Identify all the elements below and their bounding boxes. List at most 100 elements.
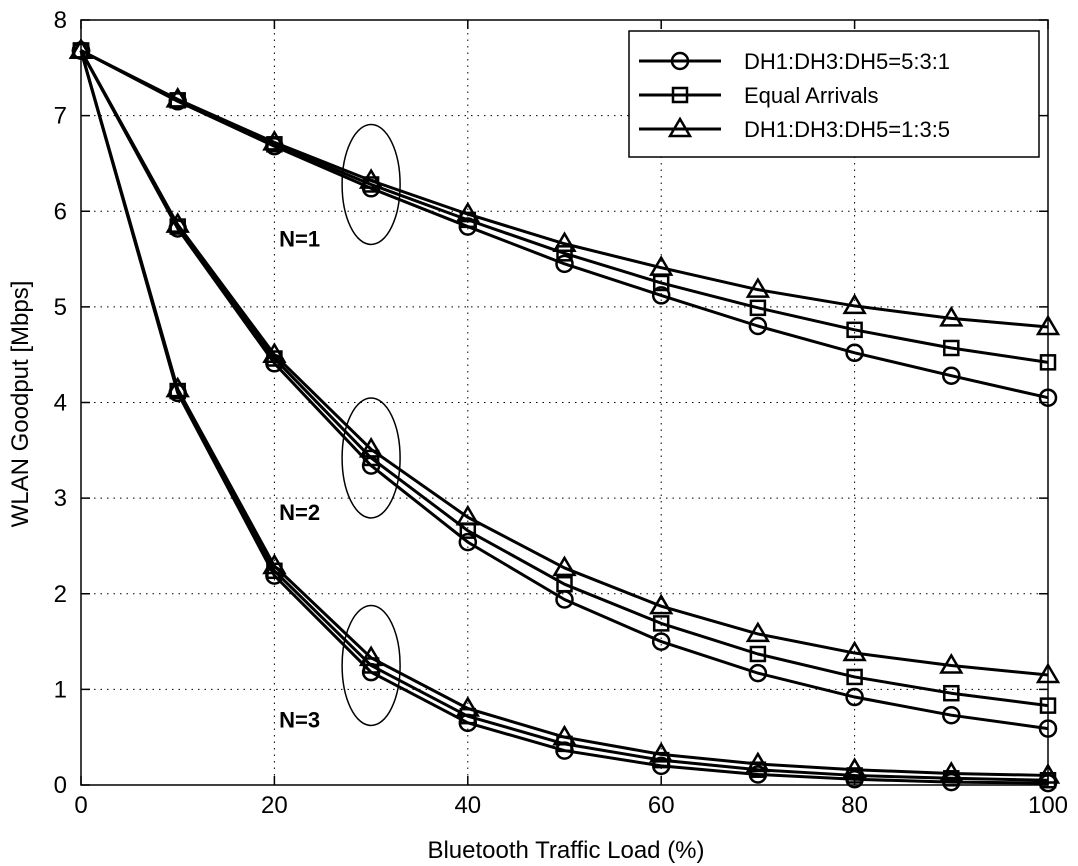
legend-label: DH1:DH3:DH5=5:3:1 (744, 49, 950, 74)
data-point-triangle (1035, 314, 1061, 336)
data-point-triangle (745, 277, 771, 298)
series-layer (68, 38, 1061, 793)
y-tick-label: 6 (54, 198, 67, 225)
data-point-triangle (842, 757, 867, 778)
data-point-triangle (1035, 762, 1061, 784)
series-square-n2 (72, 42, 1057, 714)
x-tick-label: 60 (648, 792, 675, 819)
x-tick-label: 80 (841, 792, 868, 819)
data-point-circle (1038, 719, 1058, 738)
series-line (79, 49, 1049, 731)
data-point-triangle (745, 621, 771, 643)
data-point-circle (748, 316, 768, 336)
series-triangle-n3 (68, 38, 1061, 784)
data-point-circle (458, 532, 478, 552)
legend-entry: DH1:DH3:DH5=1:3:5 (639, 116, 950, 142)
data-point-triangle (1035, 662, 1061, 684)
group-ellipse (341, 123, 401, 246)
data-point-square (749, 645, 767, 663)
axis-ticks: 0 20 40 60 80 100 0 1 2 3 4 5 6 7 8 (54, 7, 1068, 819)
data-point-square (652, 274, 670, 292)
legend-entry: DH1:DH3:DH5=5:3:1 (639, 49, 950, 74)
data-point-triangle (358, 645, 384, 667)
data-point-circle (942, 366, 961, 385)
data-point-triangle (842, 293, 867, 315)
data-point-square (652, 615, 670, 632)
data-point-circle (651, 286, 671, 305)
data-point-square (1039, 771, 1057, 789)
group-ellipse (341, 397, 401, 519)
legend-entry: Equal Arrivals (639, 83, 879, 108)
data-point-square (943, 770, 960, 787)
data-point-triangle (745, 751, 771, 773)
group-ellipse (341, 604, 401, 727)
data-point-square (749, 299, 767, 317)
y-tick-label: 2 (54, 581, 67, 608)
x-tick-label: 20 (261, 792, 288, 819)
legend-label: DH1:DH3:DH5=1:3:5 (744, 117, 950, 142)
data-point-circle (845, 343, 864, 363)
data-point-triangle (262, 342, 287, 363)
data-point-square (846, 321, 863, 339)
group-label: N=1 (279, 226, 320, 251)
data-point-triangle (262, 129, 287, 151)
data-point-triangle (552, 231, 577, 253)
x-axis-title: Bluetooth Traffic Load (%) (427, 837, 704, 864)
legend-marker-triangle (667, 116, 693, 138)
data-point-triangle (358, 436, 384, 458)
data-point-triangle (455, 201, 480, 223)
annotation-layer: N=1 N=2 N=3 (279, 123, 401, 732)
data-point-triangle (649, 593, 674, 615)
series-line (79, 49, 1049, 677)
group-label: N=3 (279, 707, 320, 732)
data-point-triangle (455, 504, 480, 526)
data-point-triangle (358, 168, 384, 189)
data-point-triangle (939, 653, 964, 674)
legend-marker-square (671, 86, 689, 104)
data-point-square (1039, 697, 1057, 714)
series-line (79, 49, 1049, 708)
data-point-triangle (649, 741, 674, 763)
series-line (79, 50, 1049, 777)
data-point-square (556, 245, 573, 262)
data-point-circle (845, 687, 864, 707)
data-point-circle (748, 663, 768, 683)
grid (81, 20, 1048, 785)
data-point-square (556, 575, 573, 593)
y-tick-label: 7 (54, 103, 67, 130)
legend-marker-circle (670, 51, 690, 71)
data-point-circle (651, 632, 671, 651)
data-point-triangle (649, 255, 674, 276)
y-tick-label: 0 (54, 772, 67, 799)
data-point-circle (555, 254, 574, 274)
y-tick-label: 1 (54, 676, 67, 703)
data-point-triangle (939, 761, 964, 782)
y-tick-label: 4 (54, 390, 67, 417)
data-point-triangle (262, 553, 287, 575)
data-point-square (1039, 354, 1057, 371)
data-point-triangle (165, 86, 190, 108)
data-point-triangle (165, 212, 190, 233)
data-point-circle (942, 705, 961, 725)
data-point-triangle (939, 305, 964, 327)
data-point-square (846, 668, 863, 686)
series-line (80, 49, 1049, 329)
data-point-triangle (842, 640, 867, 662)
x-tick-label: 0 (74, 792, 87, 819)
data-point-triangle (455, 696, 480, 717)
y-tick-label: 3 (54, 485, 67, 512)
y-axis-title: WLAN Goodput [Mbps] (7, 281, 34, 528)
group-label: N=2 (279, 500, 320, 525)
data-point-triangle (552, 555, 577, 577)
data-point-triangle (68, 38, 94, 59)
x-tick-label: 40 (454, 792, 481, 819)
y-tick-label: 5 (54, 294, 67, 321)
legend: DH1:DH3:DH5=5:3:1 Equal Arrivals DH1:DH3:D… (628, 30, 1040, 158)
data-point-triangle (552, 724, 577, 746)
data-point-triangle (165, 376, 190, 398)
data-point-square (943, 339, 960, 357)
y-tick-label: 8 (54, 7, 67, 34)
x-tick-label: 100 (1028, 792, 1068, 819)
data-point-square (943, 684, 960, 702)
